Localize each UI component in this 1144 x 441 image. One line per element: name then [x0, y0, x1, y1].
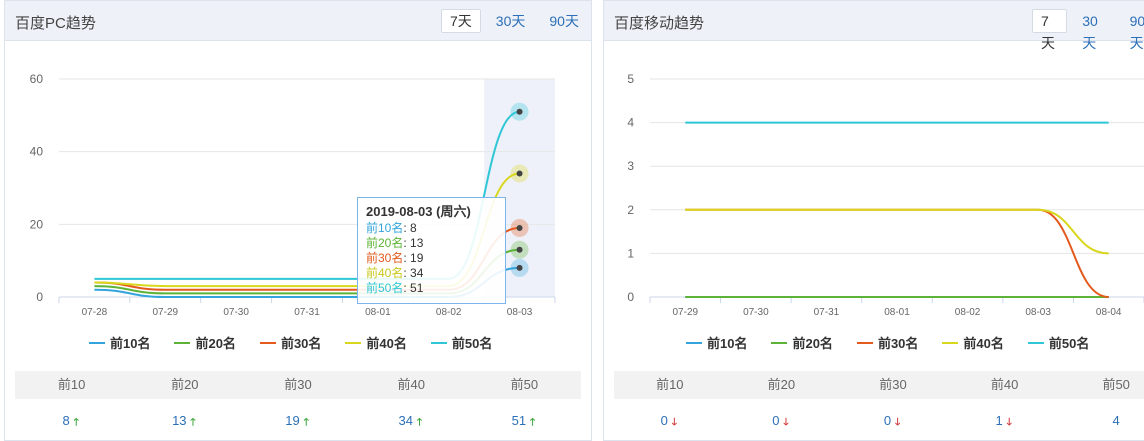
x-tick-label: 07-30 — [223, 307, 249, 318]
pc-stat-top20[interactable]: 13 🡑 — [128, 413, 241, 432]
pc-tab-90d[interactable]: 90天 — [549, 13, 579, 29]
tooltip-row-top20: 前20名: 13 — [366, 236, 424, 250]
y-tick-label: 1 — [627, 246, 634, 260]
mobile-panel-title: 百度移动趋势 — [614, 15, 705, 32]
y-tick-label: 0 — [627, 290, 634, 304]
pc-stats-values: 8 🡑 13 🡑 19 🡑 34 🡑 51 🡑 — [15, 413, 581, 432]
mobile-tab-30d[interactable]: 30天 — [1082, 13, 1098, 51]
x-tick-label: 07-29 — [152, 307, 178, 318]
mobile-legend-top30[interactable]: 前30名 — [856, 333, 918, 352]
tooltip-row-top30: 前30名: 19 — [366, 251, 424, 265]
up-arrow-icon: 🡑 — [73, 417, 79, 428]
x-tick-label: 07-29 — [672, 307, 698, 318]
pc-stats-header: 前10 前20 前30 前40 前50 — [15, 371, 581, 399]
pc-stat-top10[interactable]: 8 🡑 — [15, 413, 128, 432]
pc-panel-header: 百度PC趋势 7天 30天 90天 — [5, 1, 591, 41]
up-arrow-icon: 🡑 — [530, 417, 536, 428]
y-tick-label: 3 — [627, 159, 634, 173]
mobile-chart-legend: 前10名 前20名 前30名 前40名 前50名 — [686, 333, 1113, 352]
pc-stat-top50[interactable]: 51 🡑 — [468, 413, 581, 432]
mobile-tab-7d[interactable]: 7天 — [1032, 9, 1068, 51]
y-tick-label: 60 — [30, 72, 44, 86]
mobile-stats-header: 前10 前20 前30 前40 前50 — [614, 371, 1144, 399]
x-tick-label: 08-01 — [365, 307, 391, 318]
y-tick-label: 4 — [627, 116, 634, 130]
x-tick-label: 07-28 — [82, 307, 108, 318]
mobile-stat-top10[interactable]: 0 🡓 — [614, 413, 726, 432]
y-tick-label: 0 — [36, 290, 43, 304]
pc-chart-legend: 前10名 前20名 前30名 前40名 前50名 — [89, 333, 516, 352]
pc-legend-top30[interactable]: 前30名 — [259, 333, 321, 352]
x-tick-label: 08-03 — [1025, 307, 1051, 318]
data-point — [516, 246, 523, 253]
mobile-stats-values: 0 🡓 0 🡓 0 🡓 1 🡓 4 — [614, 413, 1144, 432]
x-tick-label: 07-30 — [743, 307, 769, 318]
x-tick-label: 08-03 — [507, 307, 533, 318]
mobile-range-tabs: 7天 30天 90天 — [1026, 9, 1144, 51]
pc-stat-top40[interactable]: 34 🡑 — [355, 413, 468, 432]
x-tick-label: 08-04 — [1096, 307, 1122, 318]
x-tick-label: 08-02 — [955, 307, 981, 318]
tooltip-row-top40: 前40名: 34 — [366, 266, 424, 280]
x-tick-label: 08-02 — [436, 307, 462, 318]
up-arrow-icon: 🡑 — [416, 417, 423, 428]
x-tick-label: 07-31 — [294, 307, 320, 318]
data-point — [516, 264, 523, 271]
mobile-stat-top30[interactable]: 0 🡓 — [837, 413, 949, 432]
down-arrow-icon: 🡓 — [671, 417, 677, 428]
mobile-legend-top40[interactable]: 前40名 — [942, 333, 1004, 352]
mobile-trend-panel: 百度移动趋势 7天 30天 90天 0 1 2 3 4 5 07-29 07-30 07-31 0… — [603, 0, 1144, 441]
up-arrow-icon: 🡑 — [303, 417, 309, 428]
data-point — [516, 170, 523, 177]
y-tick-label: 5 — [627, 72, 634, 86]
y-tick-label: 2 — [627, 203, 634, 217]
data-point — [516, 224, 523, 231]
mobile-tab-90d[interactable]: 90天 — [1129, 13, 1144, 51]
mobile-stat-top50[interactable]: 4 — [1112, 413, 1120, 428]
tooltip-title: 2019-08-03 (周六) — [366, 204, 471, 219]
mobile-line-chart[interactable]: 0 1 2 3 4 5 07-29 07-30 07-31 08-01 08-02 08-03 08-0… — [604, 41, 1144, 331]
y-tick-label: 40 — [30, 145, 44, 159]
pc-tab-7d[interactable]: 7天 — [441, 9, 481, 33]
pc-trend-panel: 百度PC趋势 7天 30天 90天 0 20 40 60 07-28 07-29 07-30… — [4, 0, 592, 441]
down-arrow-icon: 🡓 — [1006, 417, 1012, 428]
x-tick-label: 08-01 — [884, 307, 910, 318]
pc-legend-top20[interactable]: 前20名 — [174, 333, 236, 352]
pc-legend-top10[interactable]: 前10名 — [89, 333, 150, 352]
pc-legend-top40[interactable]: 前40名 — [345, 333, 407, 352]
mobile-legend-top10[interactable]: 前10名 — [686, 333, 747, 352]
y-tick-label: 20 — [30, 217, 44, 231]
mobile-stat-top40[interactable]: 1 🡓 — [949, 413, 1061, 432]
mobile-panel-header: 百度移动趋势 7天 30天 90天 — [604, 1, 1144, 51]
down-arrow-icon: 🡓 — [894, 417, 901, 428]
mobile-stat-top20[interactable]: 0 🡓 — [726, 413, 838, 432]
pc-panel-title: 百度PC趋势 — [15, 15, 96, 32]
pc-stat-top30[interactable]: 19 🡑 — [241, 413, 354, 432]
tooltip-row-top50: 前50名: 51 — [366, 281, 424, 295]
down-arrow-icon: 🡓 — [783, 417, 789, 428]
series-line-4 — [685, 208, 1109, 255]
tooltip-row-top10: 前10名: 8 — [366, 221, 417, 235]
up-arrow-icon: 🡑 — [190, 417, 196, 428]
mobile-legend-top50[interactable]: 前50名 — [1027, 333, 1089, 352]
data-point — [516, 108, 523, 115]
mobile-legend-top20[interactable]: 前20名 — [771, 333, 833, 352]
x-tick-label: 07-31 — [814, 307, 840, 318]
pc-range-tabs: 7天 30天 90天 — [435, 9, 588, 33]
pc-legend-top50[interactable]: 前50名 — [430, 333, 492, 352]
pc-chart-tooltip: 2019-08-03 (周六) 前10名: 8 前20名: 13 前30名: 1… — [357, 197, 506, 304]
pc-tab-30d[interactable]: 30天 — [495, 13, 526, 29]
